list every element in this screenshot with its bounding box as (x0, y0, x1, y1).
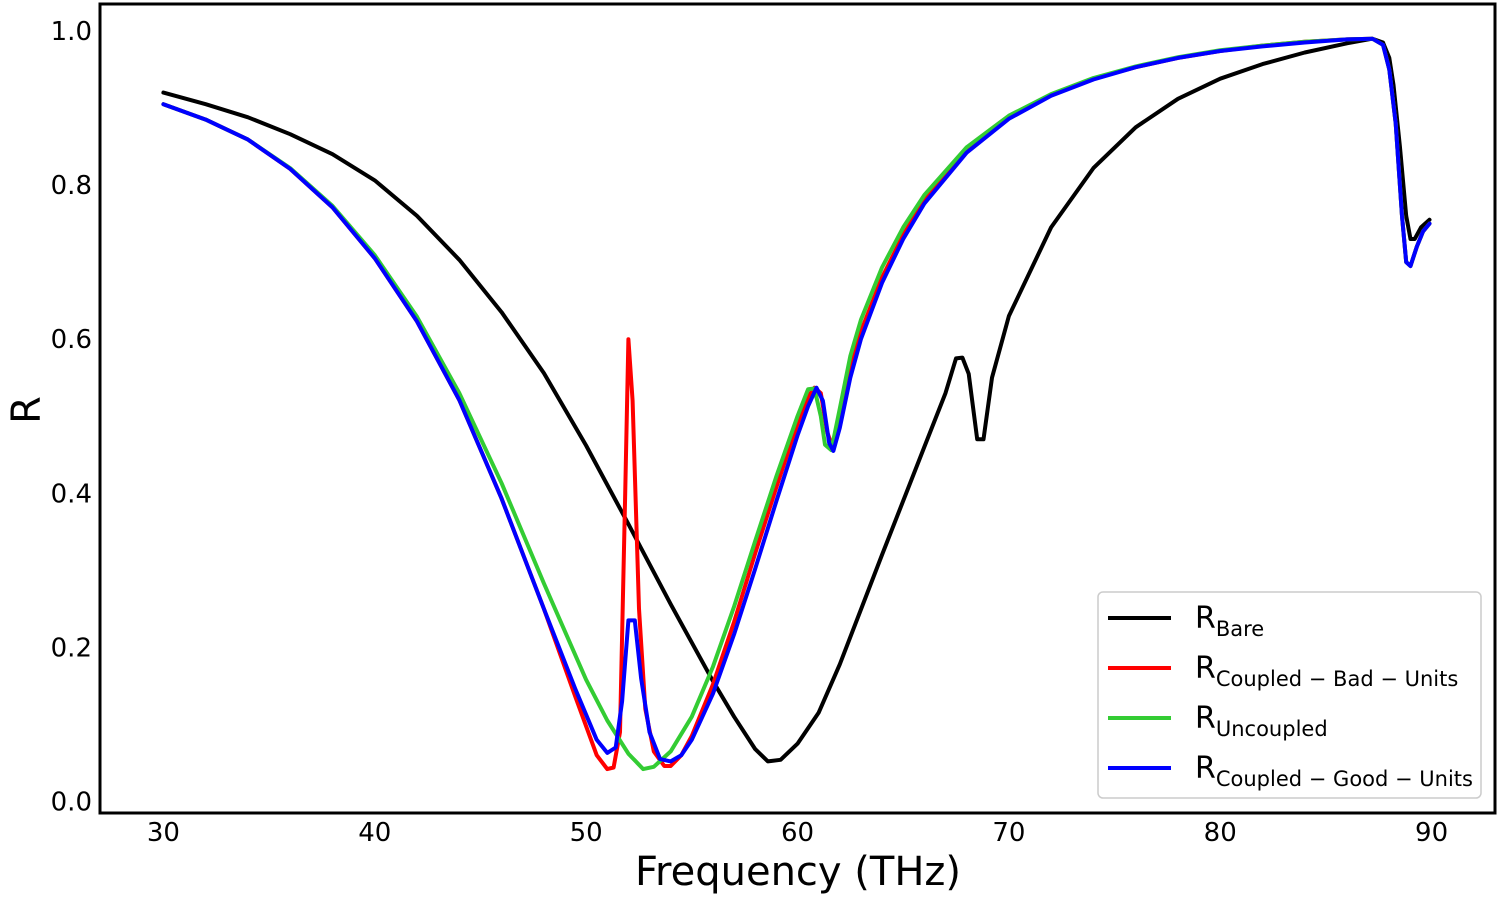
x-axis-ticks: 30 40 50 60 70 80 90 (147, 818, 1448, 848)
y-tick-label: 0.2 (51, 633, 92, 663)
y-tick-label: 1.0 (51, 17, 92, 47)
x-axis-title: Frequency (THz) (635, 849, 961, 895)
y-axis-title: R (4, 396, 50, 424)
y-tick-label: 0.4 (51, 479, 92, 509)
legend-label: RUncoupled (1195, 701, 1328, 741)
legend-entry-1: RCoupled − Bad − Units (1108, 651, 1458, 691)
legend-label-sub: Coupled − Good − Units (1216, 767, 1473, 791)
legend-label-main: R (1195, 701, 1216, 736)
y-tick-label: 0.0 (51, 787, 92, 817)
legend-box (1097, 591, 1482, 799)
legend-label-main: R (1195, 651, 1216, 686)
legend-label: RCoupled − Bad − Units (1195, 651, 1458, 691)
x-tick-label: 50 (570, 818, 603, 848)
x-tick-label: 90 (1415, 818, 1448, 848)
legend-label: RBare (1195, 601, 1264, 641)
legend-label-sub: Bare (1216, 617, 1264, 641)
plot-frame (98, 2, 1497, 815)
y-tick-label: 0.6 (51, 325, 92, 355)
legend-entry-2: RUncoupled (1108, 701, 1328, 741)
x-tick-label: 80 (1204, 818, 1237, 848)
legend-entry-0: RBare (1108, 601, 1264, 641)
legend-label: RCoupled − Good − Units (1195, 751, 1473, 791)
legend-entry-3: RCoupled − Good − Units (1108, 751, 1473, 791)
legend-label-sub: Uncoupled (1216, 717, 1328, 741)
legend-label-sub: Coupled − Bad − Units (1216, 667, 1458, 691)
legend-label-main: R (1195, 751, 1216, 786)
x-tick-label: 60 (781, 818, 814, 848)
series-layer (161, 36, 1432, 772)
x-tick-label: 40 (358, 818, 391, 848)
y-axis-ticks: 0.0 0.2 0.4 0.6 0.8 1.0 (51, 17, 92, 817)
y-tick-label: 0.8 (51, 171, 92, 201)
series-line-3 (161, 36, 1432, 764)
x-tick-label: 70 (992, 818, 1025, 848)
legend-label-main: R (1195, 601, 1216, 636)
x-tick-label: 30 (147, 818, 180, 848)
